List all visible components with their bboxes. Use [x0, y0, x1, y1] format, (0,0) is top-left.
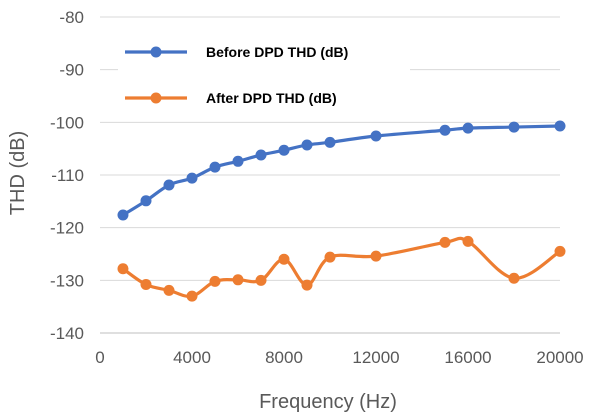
- legend: Before DPD THD (dB) After DPD THD (dB): [118, 30, 410, 114]
- x-tick-label: 16000: [444, 348, 491, 367]
- data-point: [370, 250, 382, 262]
- data-point: [140, 279, 152, 291]
- data-point: [163, 284, 175, 296]
- data-point: [278, 144, 290, 156]
- legend-swatch-marker: [150, 92, 162, 104]
- data-point: [554, 245, 566, 257]
- data-point: [301, 279, 313, 291]
- data-point: [209, 275, 221, 287]
- data-point: [324, 251, 336, 263]
- data-point: [462, 122, 474, 134]
- x-tick-label: 0: [95, 348, 104, 367]
- data-point: [232, 155, 244, 167]
- x-tick-label: 4000: [173, 348, 211, 367]
- series-2: [117, 235, 566, 302]
- data-point: [140, 195, 152, 207]
- x-tick-label: 20000: [536, 348, 583, 367]
- legend-background: [118, 30, 410, 114]
- data-point: [117, 263, 129, 275]
- data-point: [232, 274, 244, 286]
- x-tick-label: 8000: [265, 348, 303, 367]
- data-point: [255, 149, 267, 161]
- y-tick-label: -140: [50, 324, 84, 343]
- series-layer: [117, 120, 566, 302]
- y-tick-label: -100: [50, 113, 84, 132]
- y-axis-title: THD (dB): [7, 131, 29, 215]
- data-point: [439, 124, 451, 136]
- data-point: [301, 139, 313, 151]
- data-point: [508, 272, 520, 284]
- y-tick-label: -80: [59, 8, 84, 27]
- data-point: [117, 209, 129, 221]
- data-point: [462, 235, 474, 247]
- series-line: [121, 236, 562, 298]
- series-1: [117, 120, 566, 221]
- y-tick-label: -110: [51, 166, 84, 185]
- data-point: [439, 236, 451, 248]
- series-line: [121, 124, 562, 217]
- axes: -140 -130 -120 -110 -100 -90 -80 0 4000 8000 12000…: [50, 8, 584, 367]
- legend-label: After DPD THD (dB): [206, 90, 337, 106]
- legend-swatch-marker: [150, 46, 162, 58]
- data-point: [163, 179, 175, 191]
- y-tick-label: -130: [50, 271, 84, 290]
- y-tick-label: -120: [50, 219, 84, 238]
- data-point: [370, 130, 382, 142]
- data-point: [278, 253, 290, 265]
- data-point: [508, 121, 520, 133]
- data-point: [209, 161, 221, 173]
- data-point: [186, 172, 198, 184]
- data-point: [186, 290, 198, 302]
- x-tick-label: 12000: [352, 348, 399, 367]
- legend-label: Before DPD THD (dB): [206, 44, 348, 60]
- data-point: [554, 120, 566, 132]
- x-axis-title: Frequency (Hz): [259, 391, 397, 413]
- data-point: [324, 136, 336, 148]
- y-tick-label: -90: [59, 61, 84, 80]
- data-point: [255, 274, 267, 286]
